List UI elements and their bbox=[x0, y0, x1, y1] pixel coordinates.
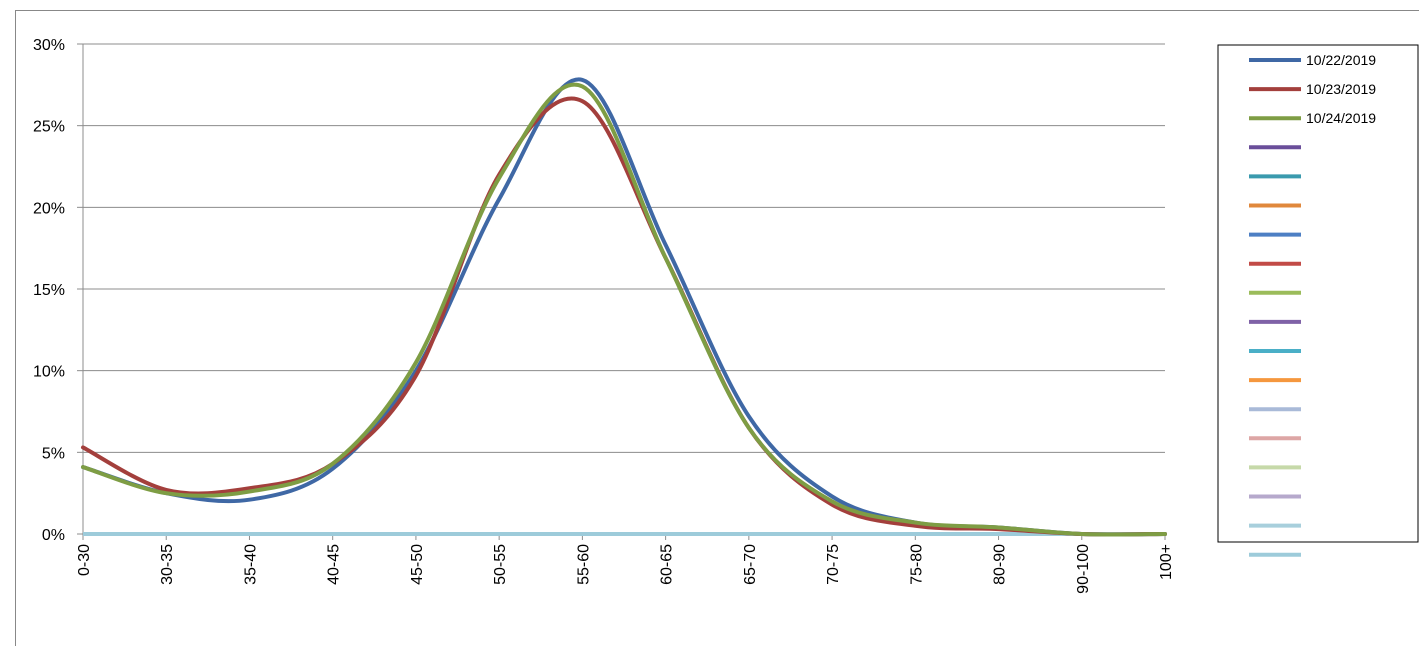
x-tick-label: 100+ bbox=[1158, 544, 1175, 580]
legend-label: 10/23/2019 bbox=[1306, 81, 1376, 97]
x-tick-label: 65-70 bbox=[742, 544, 759, 585]
chart-frame bbox=[15, 10, 1419, 646]
x-tick-label: 80-90 bbox=[992, 544, 1009, 585]
series-line-3 bbox=[81, 82, 1167, 537]
x-tick-label: 75-80 bbox=[908, 544, 925, 585]
x-tick-label: 30-35 bbox=[159, 544, 176, 585]
legend: 10/22/2019 10/23/2019 10/24/2019 bbox=[1217, 44, 1419, 557]
x-tick-label: 90-100 bbox=[1075, 544, 1092, 594]
x-tick-label: 0-30 bbox=[76, 544, 93, 576]
axes: 0% 5% 10% 15% 20% 25% 30% 0-30 30-35 35-40 40-45 45… bbox=[33, 37, 1175, 594]
y-tick-label: 30% bbox=[33, 37, 65, 54]
series-lines bbox=[81, 77, 1167, 537]
gridlines bbox=[83, 43, 1165, 453]
series-line-1 bbox=[81, 77, 1167, 537]
y-tick-label: 10% bbox=[33, 364, 65, 381]
x-tick-label: 60-65 bbox=[659, 544, 676, 585]
x-tick-label: 50-55 bbox=[492, 544, 509, 585]
x-tick-label: 55-60 bbox=[575, 544, 592, 585]
y-tick-label: 0% bbox=[42, 527, 65, 544]
y-tick-label: 25% bbox=[33, 119, 65, 136]
series-line-2 bbox=[81, 96, 1167, 537]
y-tick-label: 5% bbox=[42, 445, 65, 462]
x-tick-label: 40-45 bbox=[326, 544, 343, 585]
x-tick-label: 70-75 bbox=[825, 544, 842, 585]
y-tick-label: 20% bbox=[33, 200, 65, 217]
legend-label: 10/24/2019 bbox=[1306, 110, 1376, 126]
x-tick-label: 45-50 bbox=[409, 544, 426, 585]
x-tick-label: 35-40 bbox=[242, 544, 259, 585]
y-tick-label: 15% bbox=[33, 282, 65, 299]
legend-label: 10/22/2019 bbox=[1306, 52, 1376, 68]
